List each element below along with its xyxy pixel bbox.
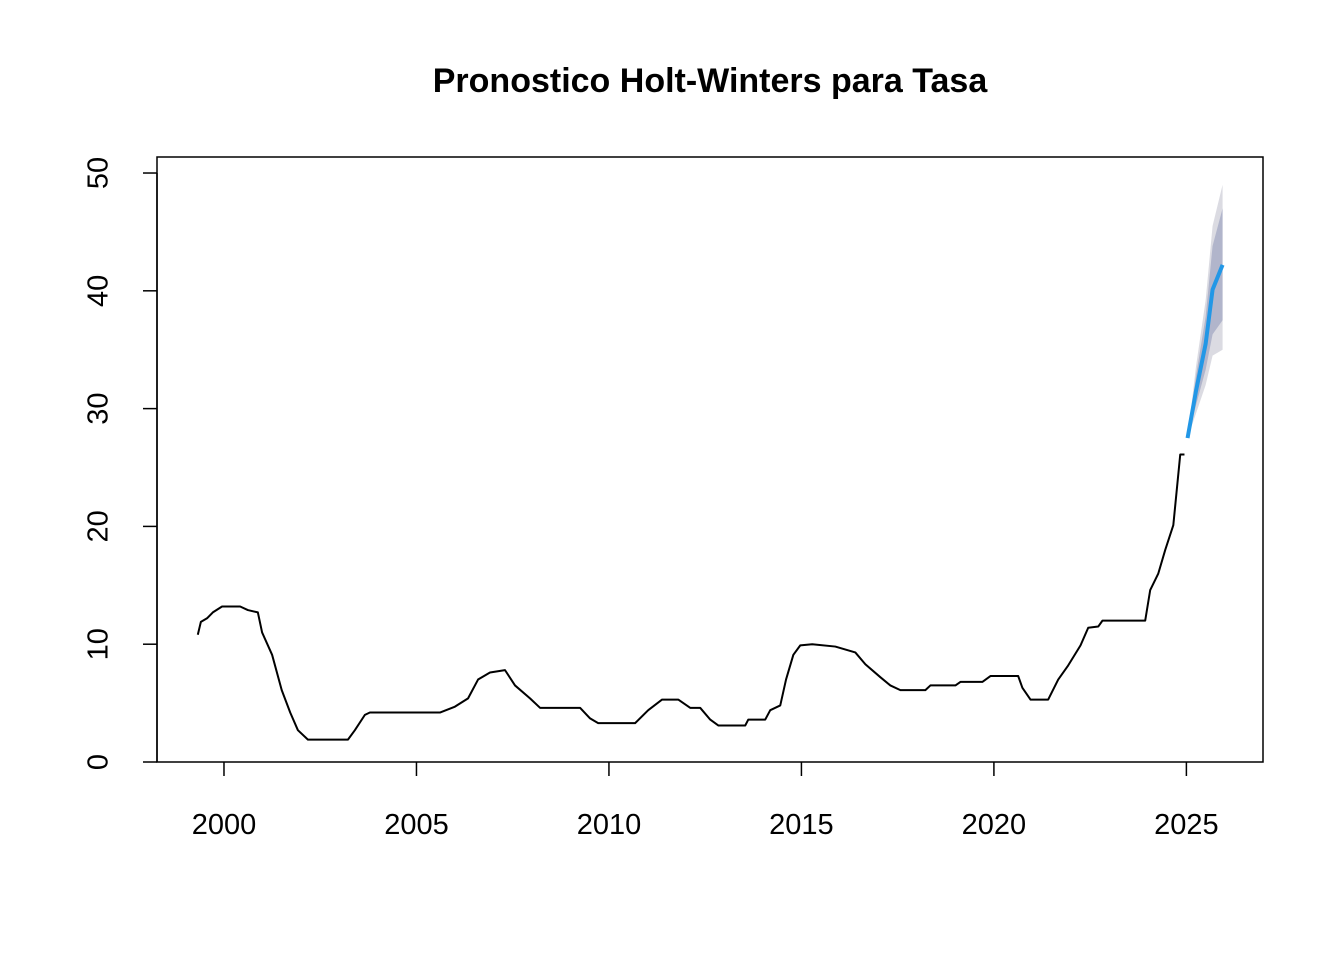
y-tick-label: 40	[83, 275, 115, 307]
y-tick-label: 0	[83, 754, 115, 770]
x-tick-label: 2025	[1154, 809, 1219, 841]
plot-box	[156, 156, 1264, 763]
x-tick-label: 2005	[384, 809, 449, 841]
series-line	[196, 453, 1185, 741]
chart-title: Pronostico Holt-Winters para Tasa	[433, 62, 989, 100]
y-tick-label: 50	[83, 157, 115, 189]
x-tick-label: 2010	[577, 809, 642, 841]
x-tick-label: 2000	[192, 809, 257, 841]
y-tick-label: 10	[83, 628, 115, 660]
y-tick-label: 30	[83, 392, 115, 424]
x-tick-label: 2020	[962, 809, 1027, 841]
x-tick-label: 2015	[769, 809, 834, 841]
y-tick-label: 20	[83, 510, 115, 542]
forecast-line	[1185, 264, 1225, 439]
